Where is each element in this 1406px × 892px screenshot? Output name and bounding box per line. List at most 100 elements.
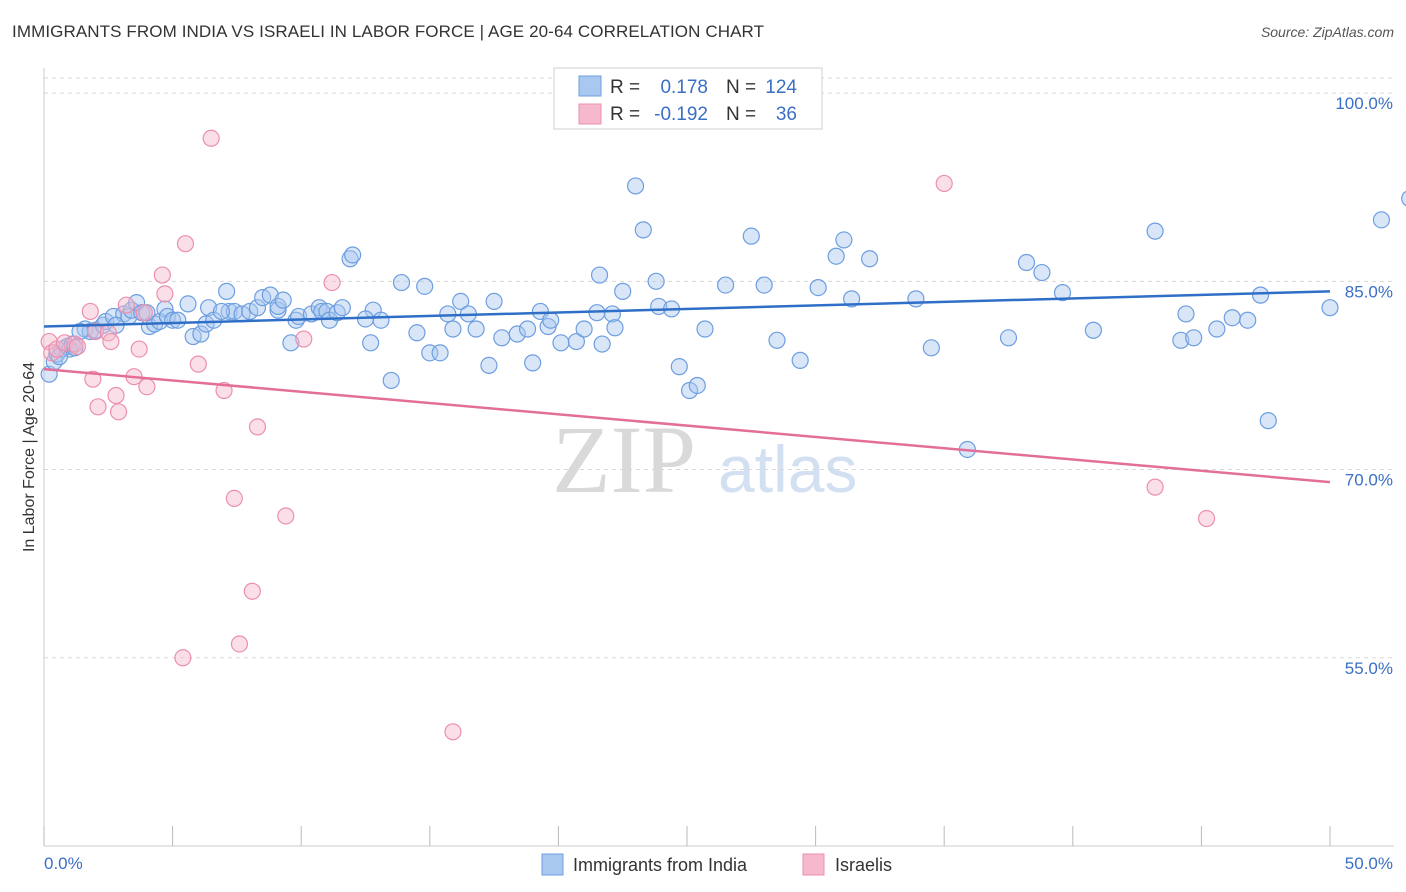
india-point: [179, 295, 197, 313]
india-point: [372, 311, 390, 329]
stats-legend-israeli-swatch: [578, 103, 602, 125]
india-point: [1372, 211, 1391, 229]
india-point: [742, 227, 760, 245]
israeli-point: [135, 304, 153, 322]
india-point: [768, 331, 786, 349]
israeli-point: [102, 332, 120, 351]
india-point: [1321, 299, 1339, 317]
x-axis-ticks: [43, 826, 1331, 846]
series-legend: Immigrants from India Israelis: [541, 853, 892, 876]
india-point: [696, 320, 714, 338]
india-point: [552, 334, 570, 352]
watermark: ZIP atlas: [552, 406, 857, 513]
israeli-point: [248, 418, 267, 436]
india-point: [1177, 305, 1195, 323]
india-point: [688, 376, 706, 395]
india-point: [1053, 284, 1072, 302]
israeli-point: [68, 337, 87, 356]
india-point: [1017, 253, 1036, 272]
india-point: [1223, 309, 1241, 327]
israeli-point: [89, 398, 107, 416]
india-point: [999, 329, 1018, 347]
y-tick-label: 100.0%: [1335, 94, 1393, 113]
israeli-point: [202, 129, 220, 147]
india-point: [755, 276, 773, 294]
stats-r-value-india: 0.178: [660, 77, 708, 98]
watermark-zip: ZIP: [552, 406, 696, 513]
india-point: [212, 302, 231, 321]
india-point: [575, 320, 593, 338]
india-point: [907, 290, 925, 308]
israeli-point: [935, 174, 953, 193]
israeli-point: [130, 340, 148, 358]
israeli-point: [86, 322, 105, 341]
x-tick-label-max: 50.0%: [1345, 854, 1393, 873]
india-point: [1172, 331, 1190, 349]
india-point: [431, 344, 449, 362]
trend-line-india: [43, 290, 1331, 328]
india-point: [444, 320, 462, 338]
israeli-point: [444, 723, 462, 741]
india-point: [416, 277, 434, 295]
israeli-point: [243, 582, 261, 600]
chart-source: Source: ZipAtlas.com: [1260, 24, 1394, 40]
israeli-point: [323, 273, 341, 292]
india-point: [1084, 321, 1102, 339]
y-axis-label: In Labor Force | Age 20-64: [21, 362, 38, 552]
india-point: [518, 320, 537, 338]
india-point: [1146, 222, 1164, 240]
india-point: [670, 358, 688, 376]
stats-r-label-india: R =: [610, 77, 640, 98]
chart-title: IMMIGRANTS FROM INDIA VS ISRAELI IN LABO…: [12, 22, 765, 41]
india-point: [467, 320, 485, 338]
india-point: [809, 278, 827, 297]
india-point: [634, 221, 652, 239]
gridlines: [44, 77, 1394, 659]
israeli-point: [295, 330, 313, 348]
series-india-points: [40, 177, 1406, 459]
india-point: [1208, 320, 1226, 338]
israeli-point: [138, 378, 156, 396]
india-point: [218, 282, 236, 300]
india-point: [344, 246, 362, 264]
india-point: [493, 329, 511, 347]
india-point: [1033, 263, 1051, 282]
stats-legend: R = 0.178 N = 124 R = -0.192 N = 36: [553, 67, 823, 130]
israeli-point: [225, 489, 243, 508]
india-point: [328, 304, 346, 322]
india-point: [542, 311, 560, 329]
india-point: [606, 319, 624, 337]
india-point: [485, 292, 503, 310]
india-point: [1239, 311, 1257, 329]
india-point: [1185, 329, 1203, 347]
stats-n-value-israeli: 36: [776, 104, 797, 125]
legend-india-swatch: [541, 853, 564, 876]
stats-r-label-israeli: R =: [610, 104, 640, 125]
india-point: [269, 301, 287, 319]
india-point: [274, 291, 292, 309]
israeli-point: [117, 296, 135, 314]
india-point: [392, 273, 411, 292]
israeli-point: [156, 285, 174, 303]
india-point: [524, 354, 542, 372]
trend-line-israeli: [43, 367, 1331, 484]
y-tick-label: 85.0%: [1345, 282, 1393, 301]
israeli-point: [66, 335, 84, 353]
india-point: [439, 305, 457, 323]
india-point: [362, 334, 380, 352]
stats-n-label-india: N =: [726, 77, 756, 98]
stats-legend-india-swatch: [578, 75, 602, 97]
israeli-point: [189, 355, 207, 373]
india-point: [1251, 286, 1270, 304]
israeli-point: [153, 266, 171, 284]
israeli-point: [84, 370, 102, 388]
legend-israeli-label: Israelis: [835, 855, 892, 875]
india-point: [508, 325, 526, 343]
legend-israeli-swatch: [802, 853, 825, 876]
y-tick-label: 70.0%: [1345, 471, 1393, 490]
israeli-point: [176, 235, 195, 253]
stats-n-value-india: 124: [765, 77, 797, 98]
india-point: [716, 276, 735, 294]
india-point: [192, 325, 210, 343]
